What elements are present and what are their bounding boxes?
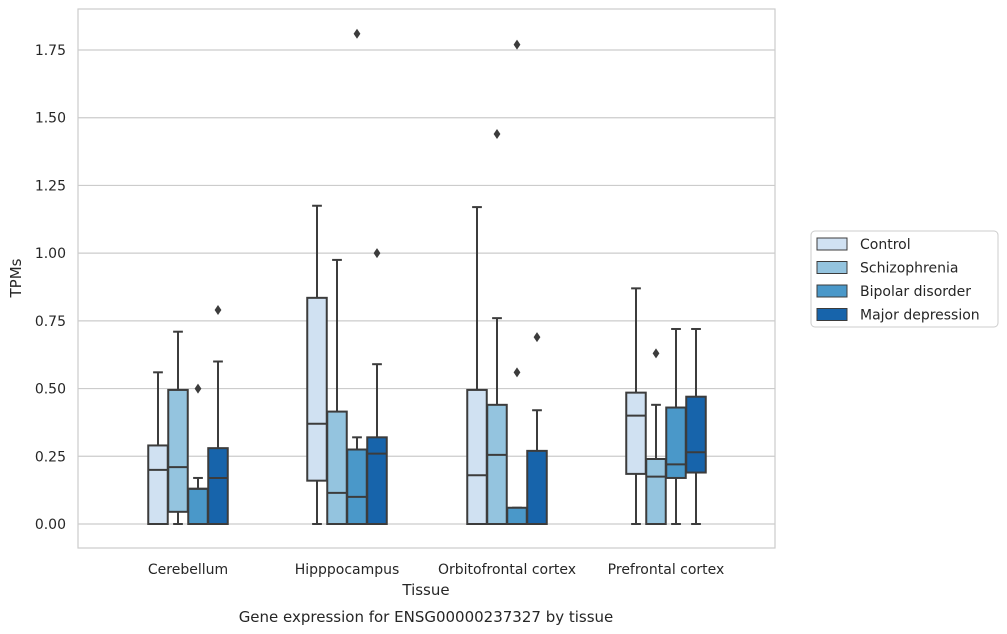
box-2-3 [526, 332, 548, 525]
box-2-2 [506, 39, 528, 525]
iqr-box [645, 457, 667, 526]
x-tick-label: Hipppocampus [295, 562, 400, 578]
box-1-0 [306, 204, 328, 525]
box-0-2 [187, 383, 209, 526]
box-2-0 [466, 206, 488, 525]
box-group-0 [147, 305, 229, 526]
iqr-box [625, 391, 647, 475]
box-2-1 [486, 128, 508, 525]
legend-swatch [816, 308, 848, 321]
iqr-box [346, 448, 368, 525]
outlier-point [194, 383, 202, 394]
x-tick-label: Orbitofrontal cortex [438, 562, 576, 578]
box-group-2 [466, 39, 548, 525]
legend-frame [810, 230, 999, 328]
y-tick-label: 1.00 [35, 246, 66, 262]
y-tick-label: 0.25 [35, 449, 66, 465]
y-tick-label: 1.50 [35, 111, 66, 127]
iqr-box [685, 395, 707, 474]
iqr-box [167, 388, 189, 513]
y-tick-label: 0.50 [35, 382, 66, 398]
box-3-2 [665, 327, 687, 525]
y-tick-label: 0.00 [35, 517, 66, 533]
box-0-0 [147, 371, 169, 525]
legend-swatch [816, 284, 848, 298]
legend: Control Schizophrenia Bipolar disorder Majo… [810, 230, 999, 328]
box-3-1 [645, 348, 667, 526]
iqr-box [207, 447, 229, 525]
legend-label: Schizophrenia [860, 261, 958, 277]
iqr-box [486, 403, 508, 525]
legend-label: Bipolar disorder [860, 284, 971, 300]
chart-caption: Gene expression for ENSG00000237327 by t… [239, 608, 614, 626]
box-1-3 [366, 248, 388, 525]
outlier-point [652, 348, 660, 359]
iqr-box [326, 410, 348, 526]
y-axis-label: TPMs [7, 258, 25, 298]
plot-area-border [77, 8, 776, 549]
x-axis-label: Tissue [401, 581, 449, 599]
x-tick-labels: Cerebellum Hipppocampus Orbitofrontal cort… [148, 562, 724, 578]
outlier-point [353, 28, 361, 39]
iqr-box [526, 449, 548, 525]
y-tick-label: 0.75 [35, 314, 66, 330]
iqr-box [466, 388, 488, 525]
iqr-box [187, 487, 209, 526]
iqr-box [665, 406, 687, 479]
iqr-box [147, 444, 169, 525]
legend-swatch [816, 261, 848, 274]
x-tick-label: Prefrontal cortex [608, 562, 725, 578]
legend-swatch [816, 237, 848, 251]
box-groups [147, 28, 707, 526]
y-tick-label: 1.25 [35, 178, 66, 194]
outlier-point [513, 39, 521, 50]
iqr-box [366, 436, 388, 525]
iqr-box [306, 296, 328, 482]
y-tick-label: 1.75 [35, 43, 66, 59]
legend-label: Control [860, 237, 911, 253]
outlier-point [533, 332, 541, 343]
box-0-1 [167, 330, 189, 525]
box-3-3 [685, 327, 707, 525]
box-1-2 [346, 28, 368, 525]
outlier-point [513, 367, 521, 378]
x-tick-label: Cerebellum [148, 562, 228, 578]
y-tick-labels: 0.00 0.25 0.50 0.75 1.00 1.25 1.50 1.75 [35, 43, 66, 533]
box-group-1 [306, 28, 388, 526]
outlier-point [493, 128, 501, 139]
legend-label: Major depression [860, 308, 980, 324]
iqr-box [506, 506, 528, 525]
box-group-3 [625, 287, 707, 526]
box-3-0 [625, 287, 647, 525]
outlier-point [214, 305, 222, 316]
box-0-3 [207, 305, 229, 525]
outlier-point [373, 248, 381, 259]
